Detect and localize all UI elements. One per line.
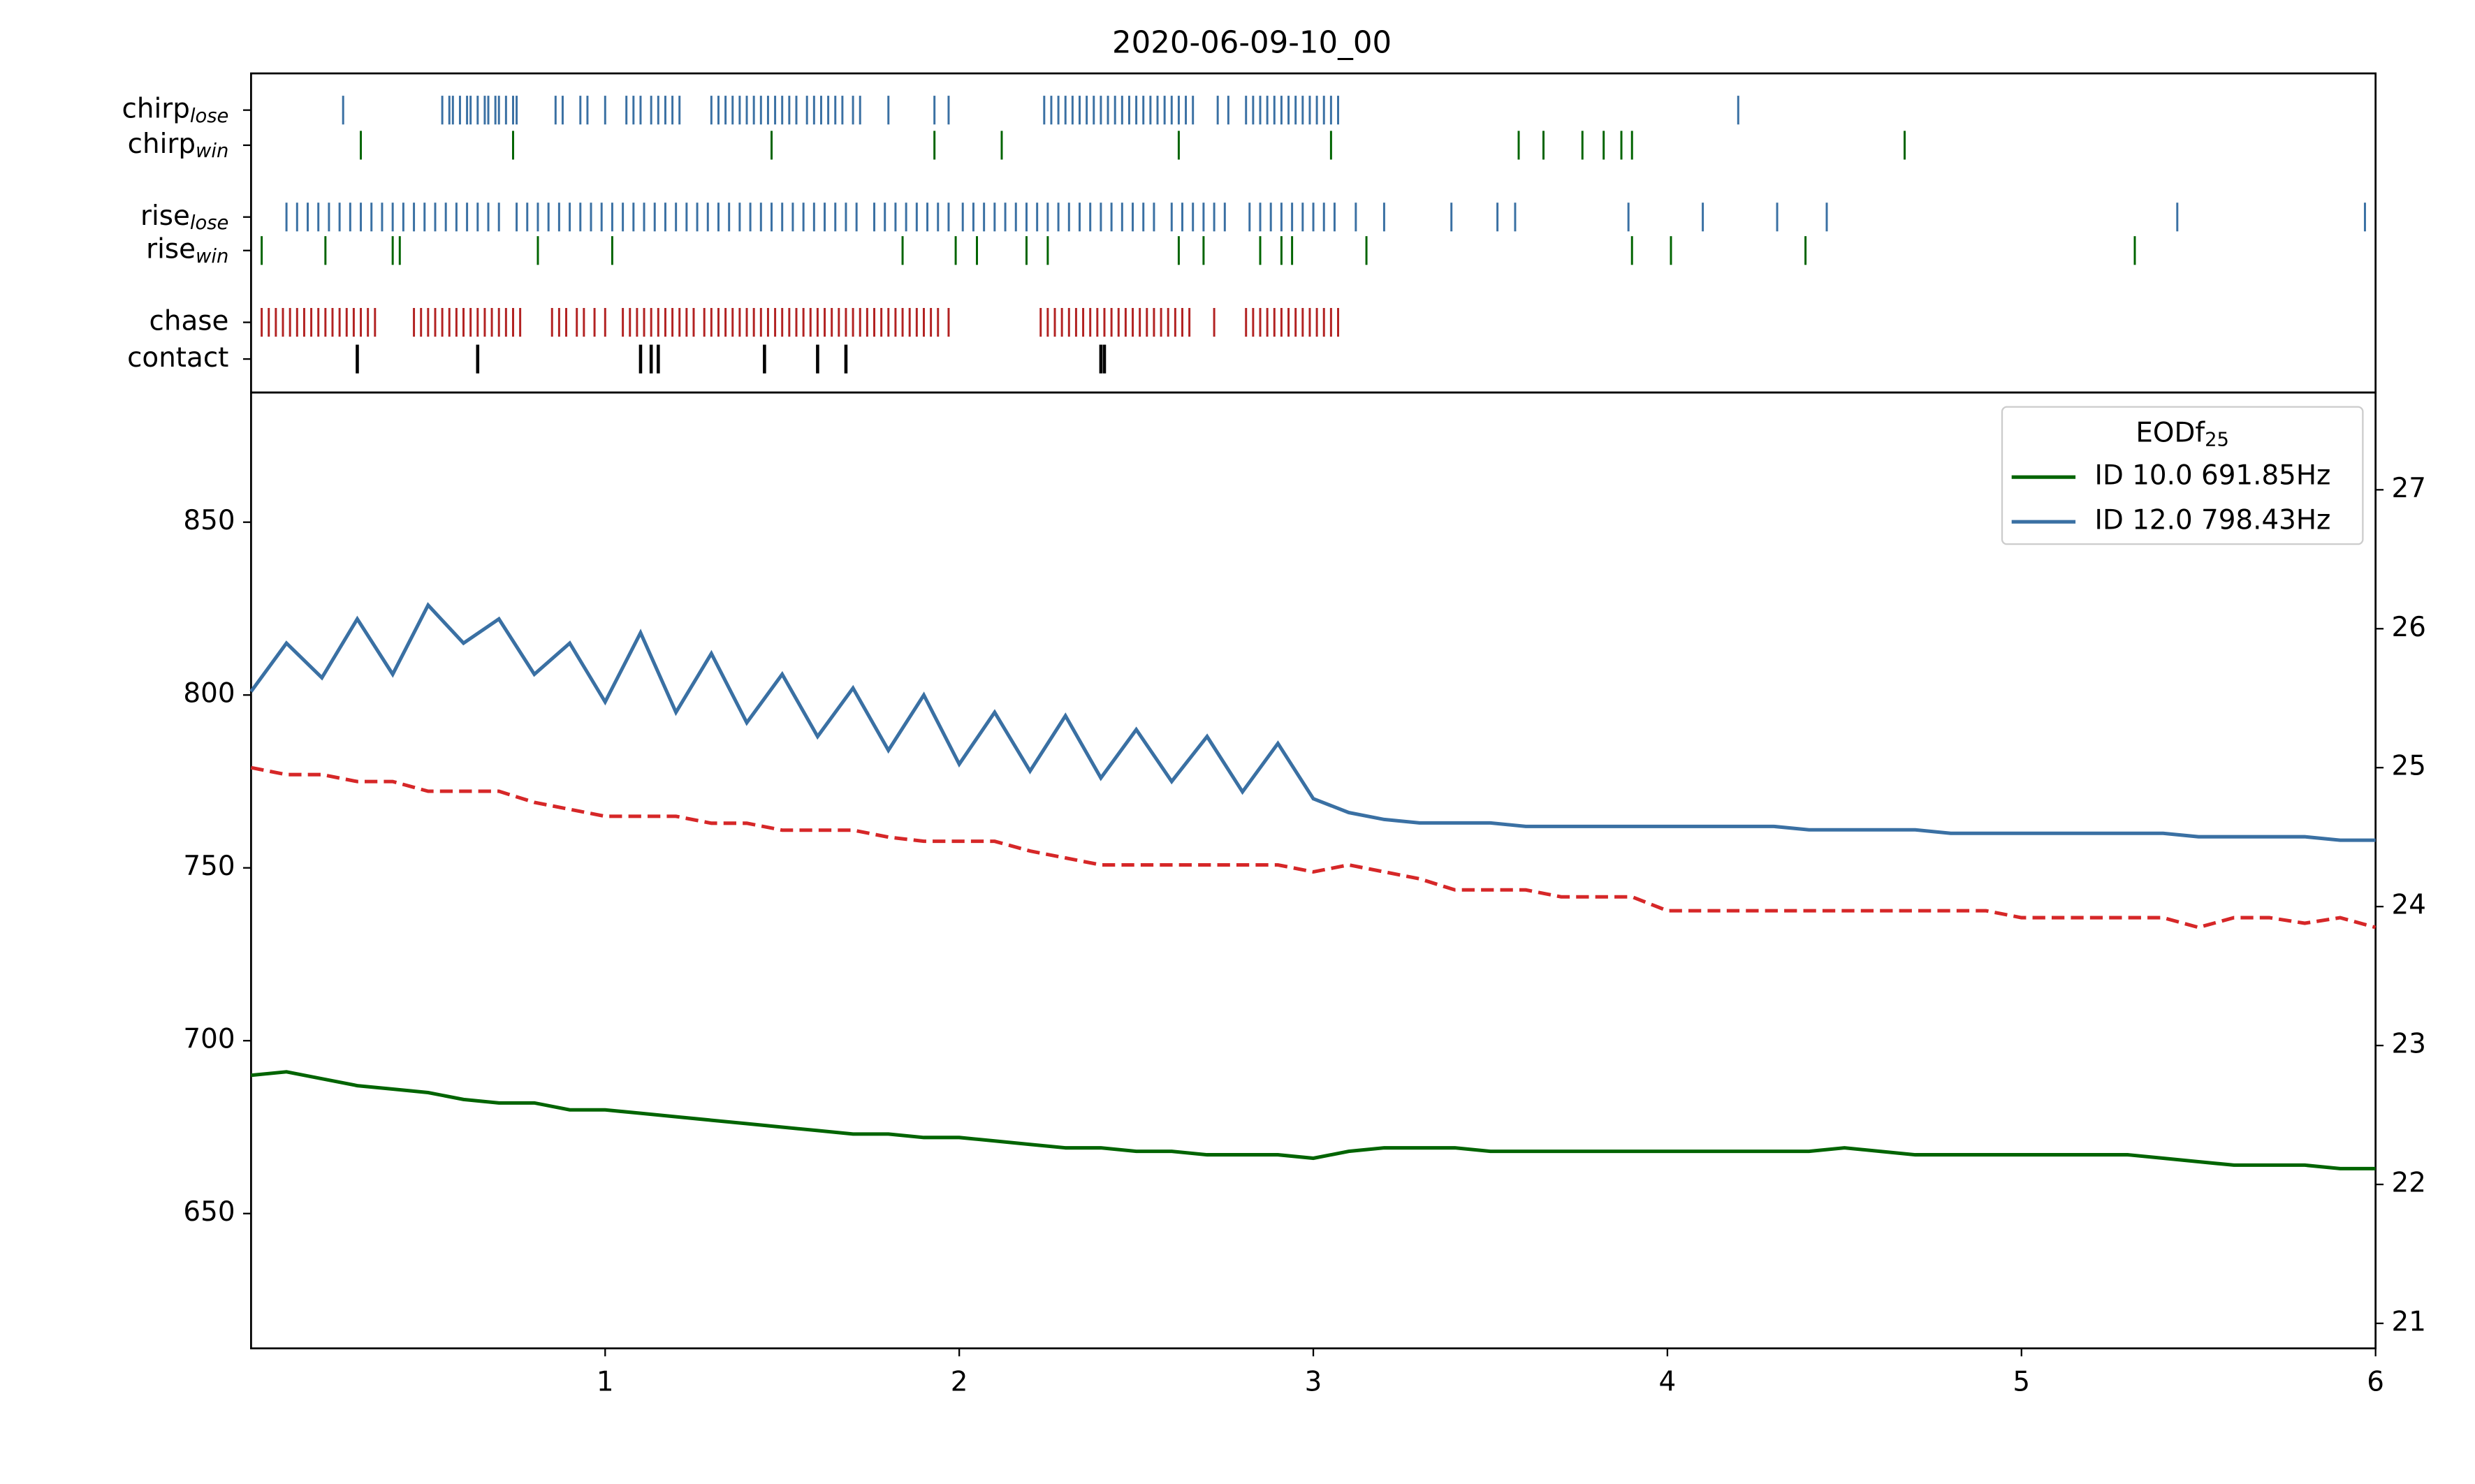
x-tick-label: 5 bbox=[2013, 1367, 2030, 1398]
event-row-sub: win bbox=[196, 140, 228, 162]
event-row-name: rise bbox=[140, 200, 190, 231]
legend-title-sub: 25 bbox=[2205, 429, 2229, 450]
x-tick-label: 1 bbox=[597, 1367, 614, 1398]
event-row-name: chirp bbox=[128, 128, 196, 159]
event-row-label: contact bbox=[127, 342, 228, 374]
legend-box bbox=[2001, 406, 2364, 545]
y2-tick-label: 27 bbox=[2392, 473, 2426, 504]
event-row-label: riselose bbox=[140, 200, 228, 233]
event-row-name: chirp bbox=[122, 93, 190, 124]
x-tick-label: 2 bbox=[951, 1367, 968, 1398]
legend-label: ID 10.0 691.85Hz bbox=[2095, 460, 2331, 492]
legend-label: ID 12.0 798.43Hz bbox=[2095, 505, 2331, 536]
y2-tick-label: 23 bbox=[2392, 1029, 2426, 1060]
event-row-label: chirpwin bbox=[128, 128, 229, 161]
event-row-name: chase bbox=[149, 305, 229, 337]
y-tick-label: 800 bbox=[183, 678, 235, 710]
y-tick-label: 850 bbox=[183, 505, 235, 536]
series-line bbox=[251, 1070, 2376, 1170]
event-row-sub: lose bbox=[190, 105, 229, 126]
event-row-label: risewin bbox=[146, 233, 228, 267]
plot-area bbox=[249, 602, 2377, 1170]
event-row-name: contact bbox=[127, 342, 228, 374]
event-row-sub: win bbox=[196, 245, 228, 267]
y-tick-label: 750 bbox=[183, 851, 235, 882]
y-tick-label: 650 bbox=[183, 1196, 235, 1228]
y2-tick-label: 26 bbox=[2392, 612, 2426, 643]
event-row-name: rise bbox=[146, 233, 196, 265]
x-tick-label: 4 bbox=[1659, 1367, 1677, 1398]
event-row-sub: lose bbox=[190, 212, 229, 233]
y2-tick-label: 22 bbox=[2392, 1168, 2426, 1199]
x-tick-label: 3 bbox=[1305, 1367, 1322, 1398]
x-tick-label: 6 bbox=[2367, 1367, 2384, 1398]
event-row-label: chase bbox=[149, 305, 229, 337]
y2-tick-label: 24 bbox=[2392, 890, 2426, 921]
event-row-label: chirplose bbox=[122, 93, 229, 126]
chart-title: 2020-06-09-10_00 bbox=[1112, 25, 1392, 60]
y2-tick-label: 21 bbox=[2392, 1306, 2426, 1337]
legend-title: EODf25 bbox=[2135, 417, 2229, 450]
series-line bbox=[250, 765, 2377, 930]
series-line bbox=[249, 602, 2376, 842]
y-tick-label: 700 bbox=[183, 1024, 235, 1055]
y2-tick-label: 25 bbox=[2392, 751, 2426, 782]
legend-title-main: EODf bbox=[2135, 417, 2205, 448]
